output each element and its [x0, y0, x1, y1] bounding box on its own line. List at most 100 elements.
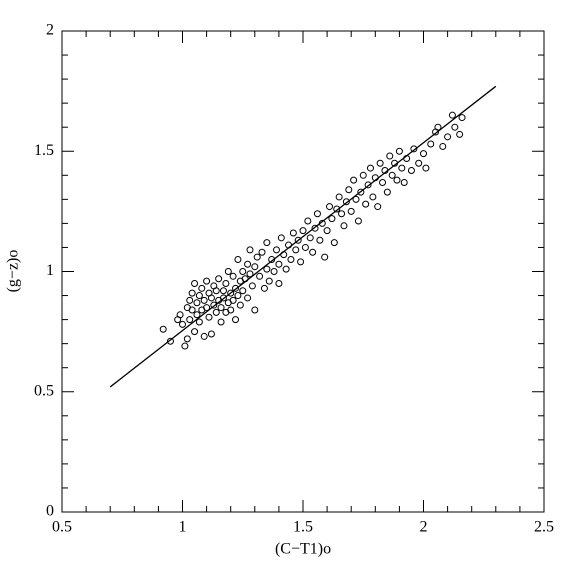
point — [376, 159, 384, 167]
point — [362, 200, 370, 208]
point — [415, 159, 423, 167]
point — [183, 335, 191, 343]
y-tick-label: 1 — [46, 262, 54, 279]
point — [198, 284, 206, 292]
point — [338, 210, 346, 218]
point — [188, 289, 196, 297]
point — [272, 246, 280, 254]
point — [251, 263, 259, 271]
point — [335, 193, 343, 201]
point — [222, 280, 230, 288]
point — [244, 260, 252, 268]
point — [340, 222, 348, 230]
point — [294, 236, 302, 244]
point — [434, 123, 442, 131]
point — [282, 265, 290, 273]
y-tick-label: 1.5 — [34, 142, 54, 159]
point — [311, 224, 319, 232]
point — [407, 166, 415, 174]
point — [166, 337, 174, 345]
point — [386, 152, 394, 160]
point — [277, 234, 285, 242]
point — [439, 142, 447, 150]
point — [427, 140, 435, 148]
y-tick-label: 0.5 — [34, 382, 54, 399]
point — [383, 188, 391, 196]
point — [207, 294, 215, 302]
point — [195, 318, 203, 326]
point — [251, 306, 259, 314]
point — [256, 272, 264, 280]
point — [234, 292, 242, 300]
point — [444, 133, 452, 141]
fit-line — [109, 85, 497, 388]
point — [239, 268, 247, 275]
x-tick-label: 0.5 — [52, 519, 72, 536]
point — [357, 188, 365, 196]
point — [313, 210, 321, 218]
point — [359, 171, 367, 179]
point — [229, 272, 237, 280]
point — [263, 265, 271, 273]
point — [234, 255, 242, 263]
point — [458, 114, 466, 122]
y-axis-label: (g−z)o — [5, 250, 22, 293]
point — [207, 330, 215, 338]
point — [330, 239, 338, 247]
point — [227, 289, 235, 297]
point — [203, 277, 211, 285]
point — [342, 198, 350, 206]
point — [400, 179, 408, 187]
point — [374, 203, 382, 211]
point — [398, 164, 406, 172]
point — [176, 311, 184, 319]
x-tick-label: 2 — [420, 519, 428, 536]
x-tick-label: 1.5 — [293, 519, 313, 536]
point — [200, 296, 208, 304]
point — [354, 217, 362, 225]
y-tick-label: 2 — [46, 22, 54, 39]
point — [388, 171, 396, 179]
point — [232, 316, 240, 324]
x-axis-label: (C−T1)o — [275, 541, 331, 558]
point — [395, 147, 403, 155]
point — [246, 246, 254, 254]
point — [246, 270, 254, 278]
point — [203, 304, 211, 312]
point — [297, 258, 305, 266]
point — [236, 301, 244, 309]
point — [205, 313, 213, 321]
point — [195, 292, 203, 300]
point — [323, 227, 331, 235]
point — [345, 186, 353, 194]
point — [227, 306, 235, 314]
point — [191, 280, 199, 288]
point — [186, 296, 194, 304]
point — [350, 176, 358, 184]
point — [191, 328, 199, 336]
point — [301, 243, 309, 251]
point — [212, 287, 220, 295]
x-tick-label: 2.5 — [534, 519, 554, 536]
point — [217, 318, 225, 326]
point — [393, 176, 401, 184]
point — [316, 236, 324, 244]
point — [248, 282, 256, 290]
point — [193, 311, 201, 319]
point — [219, 287, 227, 295]
point — [289, 229, 297, 237]
point — [200, 332, 208, 340]
point — [309, 248, 317, 256]
point — [369, 193, 377, 201]
point — [179, 320, 186, 328]
plot-frame — [61, 30, 545, 513]
point — [219, 294, 227, 302]
point — [420, 150, 427, 158]
point — [379, 179, 387, 187]
point — [321, 253, 329, 261]
point — [232, 284, 240, 292]
point — [212, 308, 220, 316]
point — [451, 123, 459, 131]
point — [181, 342, 189, 350]
